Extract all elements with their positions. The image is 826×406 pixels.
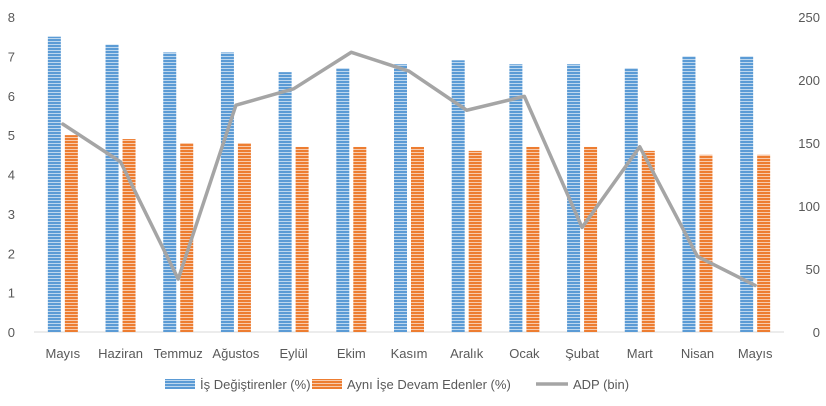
legend-swatch-0 <box>165 379 195 389</box>
x-category-label: Kasım <box>391 346 428 361</box>
x-category-label: Aralık <box>450 346 484 361</box>
bar-ayni-ise-devam-9 <box>584 146 598 332</box>
bar-is-degistirenler-4 <box>278 72 292 332</box>
bar-is-degistirenler-5 <box>336 68 350 332</box>
x-category-label: Nisan <box>681 346 714 361</box>
x-category-label: Ekim <box>337 346 366 361</box>
x-category-label: Eylül <box>280 346 308 361</box>
x-category-label: Şubat <box>565 346 599 361</box>
bar-is-degistirenler-3 <box>220 52 234 332</box>
y-left-tick-label: 5 <box>8 128 15 143</box>
y-right-tick-label: 200 <box>798 73 820 88</box>
legend-label-0: İş Değiştirenler (%) <box>200 377 311 392</box>
bar-ayni-ise-devam-3 <box>237 143 251 332</box>
legend-label-1: Aynı İşe Devam Edenler (%) <box>347 377 511 392</box>
x-category-label: Mayıs <box>738 346 773 361</box>
x-category-label: Ağustos <box>212 346 259 361</box>
bar-ayni-ise-devam-4 <box>295 146 309 332</box>
y-left-tick-label: 1 <box>8 286 15 301</box>
y-left-tick-label: 2 <box>8 246 15 261</box>
adp-line <box>61 50 757 288</box>
x-category-label: Haziran <box>98 346 143 361</box>
y-left-tick-label: 8 <box>8 10 15 25</box>
y-right-tick-label: 150 <box>798 136 820 151</box>
legend-swatch-1 <box>312 379 342 389</box>
bar-is-degistirenler-1 <box>105 44 119 332</box>
y-right-tick-label: 100 <box>798 199 820 214</box>
bar-ayni-ise-devam-5 <box>353 146 367 332</box>
y-left-tick-label: 4 <box>8 168 15 183</box>
bar-ayni-ise-devam-2 <box>180 143 194 332</box>
bar-ayni-ise-devam-11 <box>699 154 713 332</box>
legend-label-2: ADP (bin) <box>573 377 629 392</box>
x-category-label: Ocak <box>509 346 540 361</box>
y-left-tick-label: 0 <box>8 325 15 340</box>
line-series <box>61 50 757 288</box>
bar-is-degistirenler-10 <box>624 68 638 332</box>
legend: İş Değiştirenler (%) Aynı İşe Devam Edenl… <box>165 377 629 392</box>
x-category-label: Mart <box>627 346 653 361</box>
bar-is-degistirenler-12 <box>740 56 754 332</box>
bar-ayni-ise-devam-0 <box>64 135 78 332</box>
y-right-tick-label: 250 <box>798 10 820 25</box>
bar-ayni-ise-devam-6 <box>411 146 424 332</box>
y-left-tick-label: 3 <box>8 207 15 222</box>
bar-ayni-ise-devam-10 <box>641 150 655 332</box>
bar-is-degistirenler-7 <box>451 60 465 332</box>
bar-series <box>47 36 771 332</box>
bar-is-degistirenler-9 <box>567 64 581 332</box>
bar-ayni-ise-devam-12 <box>757 154 771 332</box>
bar-ayni-ise-devam-8 <box>526 146 540 332</box>
y-right-tick-label: 50 <box>806 262 820 277</box>
bar-ayni-ise-devam-7 <box>468 150 482 332</box>
bar-is-degistirenler-6 <box>394 64 407 332</box>
bar-is-degistirenler-11 <box>682 56 696 332</box>
bar-is-degistirenler-8 <box>509 64 523 332</box>
left-axis-ticks: 0 1 2 3 4 5 6 7 8 <box>8 10 15 340</box>
y-left-tick-label: 6 <box>8 89 15 104</box>
y-right-tick-label: 0 <box>813 325 820 340</box>
category-labels: Mayıs Haziran Temmuz Ağustos Eylül Ekim Kasım A… <box>46 346 773 361</box>
right-axis-ticks: 0 50 100 150 200 250 <box>798 10 820 340</box>
x-category-label: Mayıs <box>46 346 81 361</box>
x-category-label: Temmuz <box>154 346 203 361</box>
bar-is-degistirenler-0 <box>47 36 61 332</box>
bar-is-degistirenler-2 <box>163 52 177 332</box>
y-left-tick-label: 7 <box>8 49 15 64</box>
